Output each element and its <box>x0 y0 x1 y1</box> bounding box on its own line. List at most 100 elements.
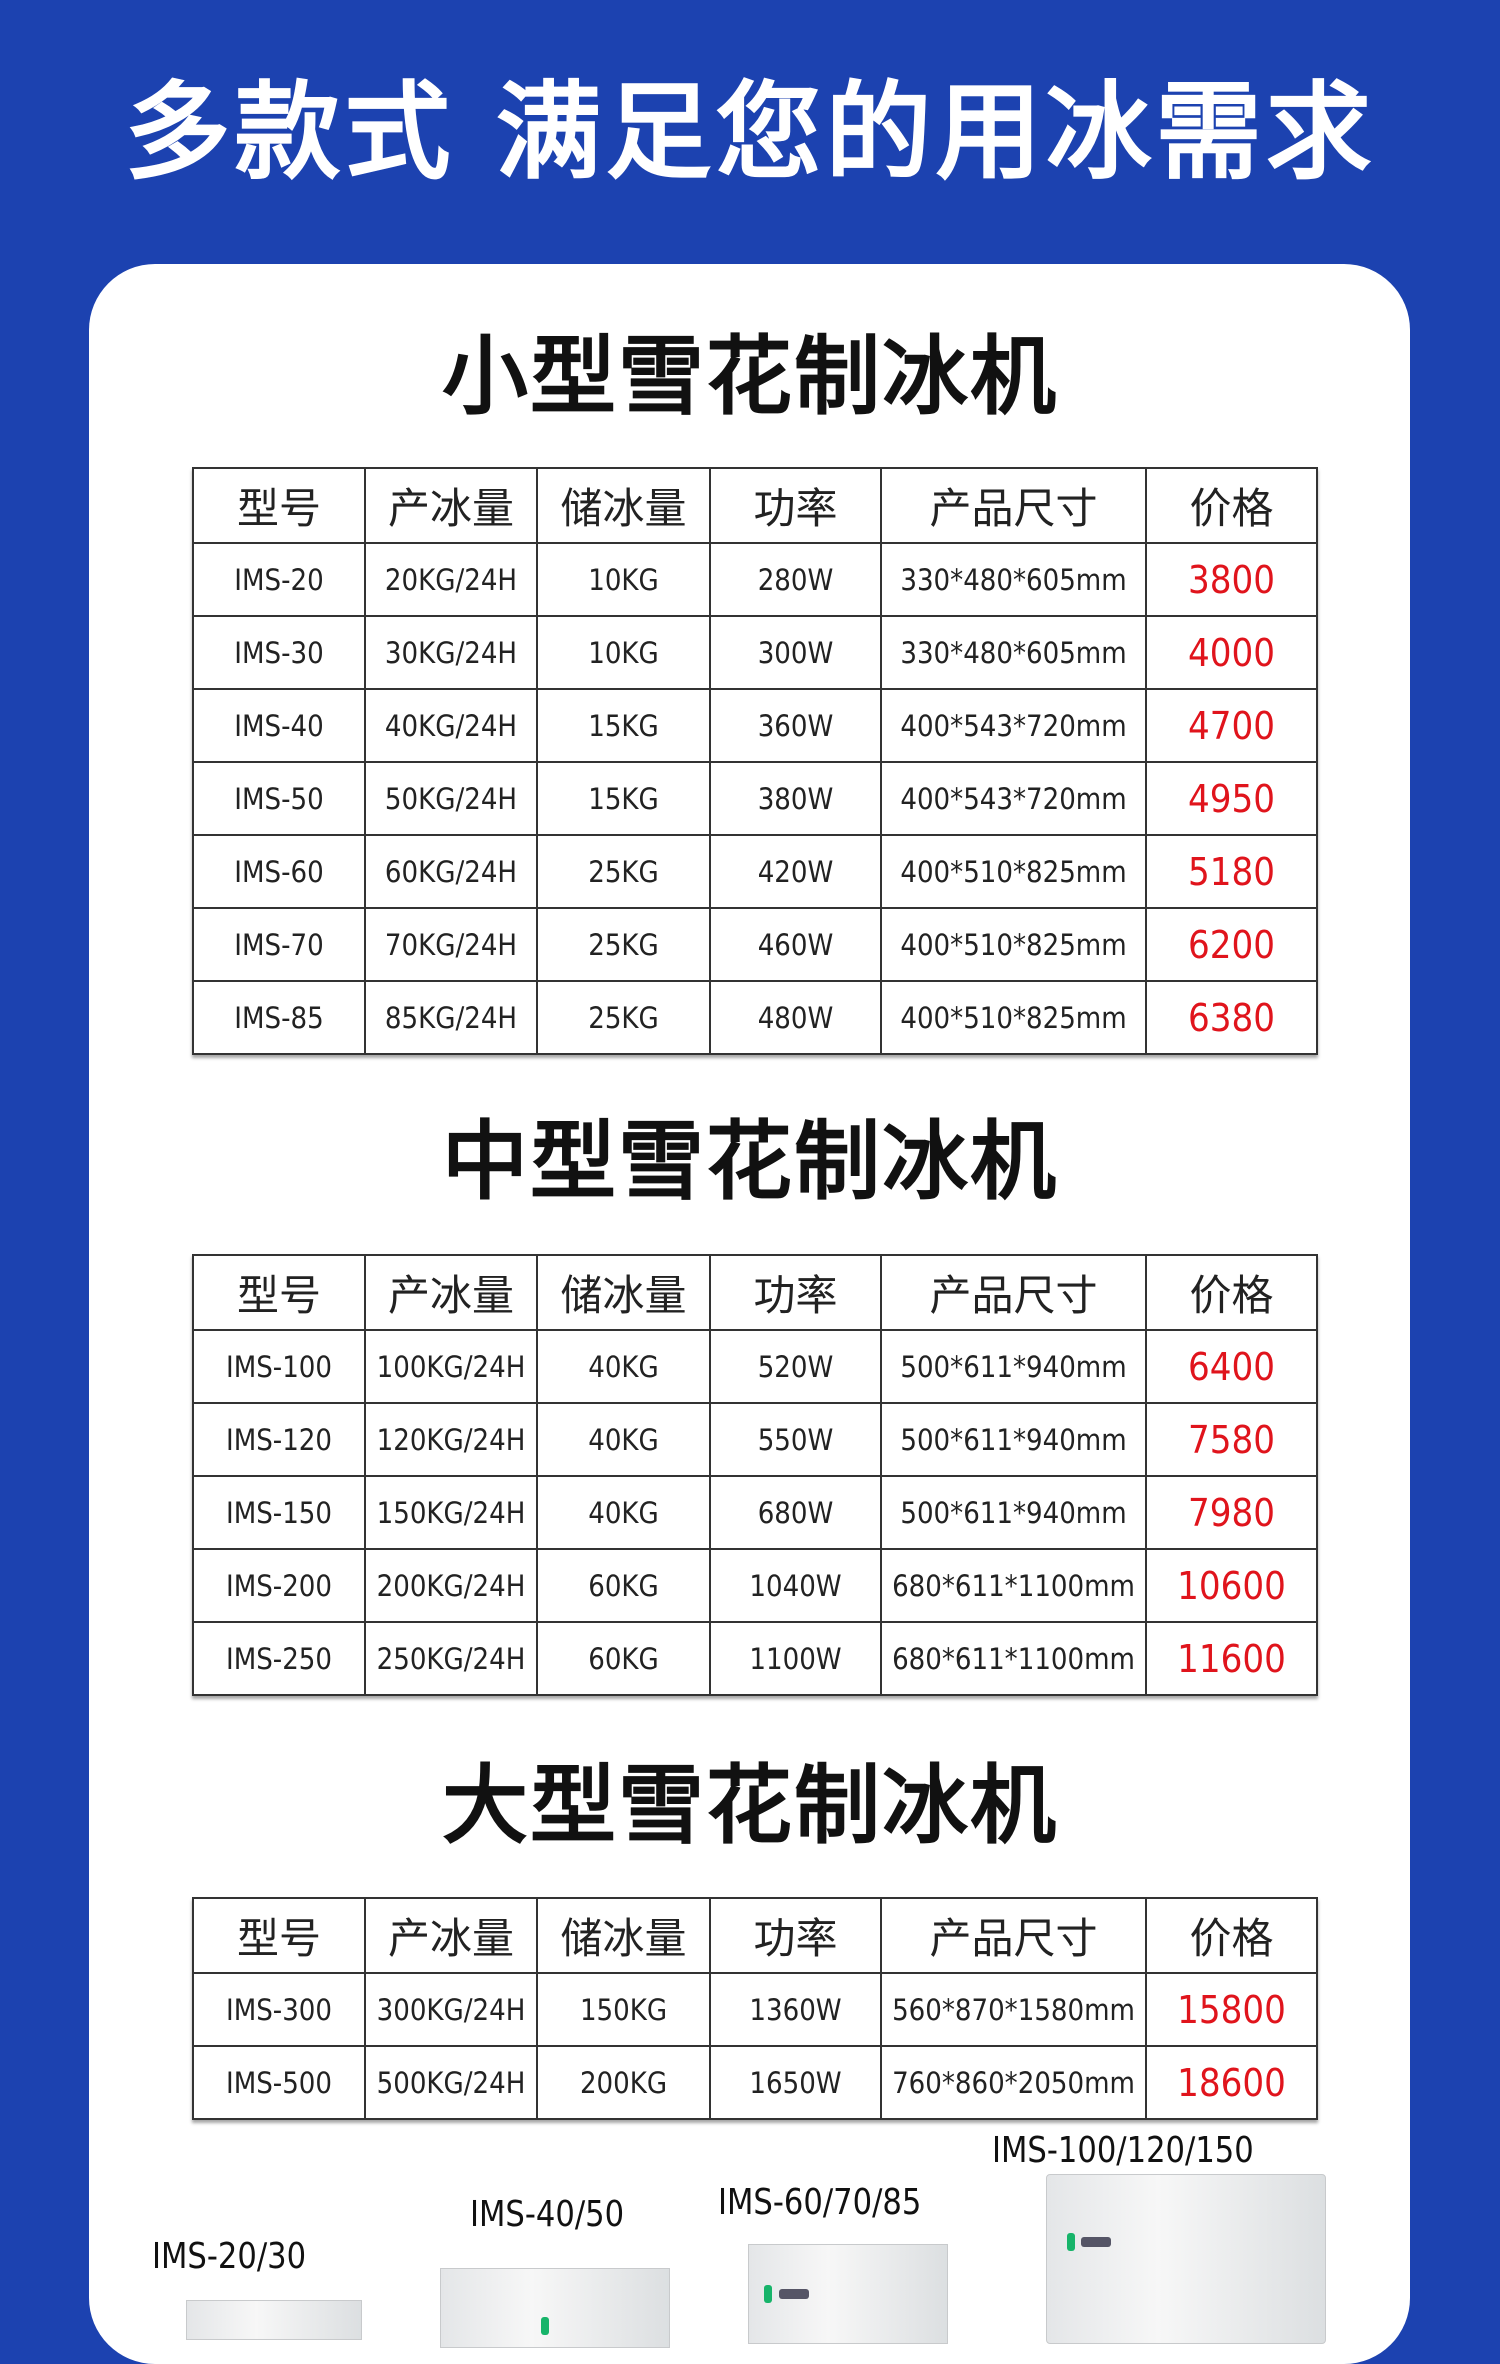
section-title-small: 小型雪花制冰机 <box>442 327 1058 427</box>
cell-model: IMS-20 <box>192 542 366 617</box>
cell-price: 11600 <box>1145 1621 1318 1696</box>
product-label-100-120-150: IMS-100/120/150 <box>992 2130 1254 2171</box>
cell-dimensions: 500*611*940mm <box>880 1329 1147 1404</box>
cell-model: IMS-60 <box>192 834 366 909</box>
cell-power: 520W <box>709 1329 882 1404</box>
cell-power: 360W <box>709 688 882 763</box>
headline: 多款式 满足您的用冰需求 <box>124 71 1376 194</box>
table-row: IMS-30 30KG/24H 10KG 300W 330*480*605mm 4000 <box>192 615 1318 690</box>
cell-power: 480W <box>709 980 882 1055</box>
cell-model: IMS-30 <box>192 615 366 690</box>
ice-machine-image-100-150 <box>1046 2174 1326 2344</box>
table-header-row: 型号 产冰量 储冰量 功率 产品尺寸 价格 <box>192 1897 1318 1974</box>
cell-ice-output: 20KG/24H <box>364 542 538 617</box>
cell-power: 460W <box>709 907 882 982</box>
header-ice-storage: 储冰量 <box>536 467 711 544</box>
cell-ice-output: 30KG/24H <box>364 615 538 690</box>
ice-machine-image-40-50 <box>440 2268 670 2348</box>
cell-ice-output: 500KG/24H <box>364 2045 538 2120</box>
ice-machine-image-60-85 <box>748 2244 948 2344</box>
cell-model: IMS-250 <box>192 1621 366 1696</box>
product-label-20-30: IMS-20/30 <box>152 2236 307 2277</box>
header-dimensions: 产品尺寸 <box>880 467 1147 544</box>
cell-dimensions: 400*543*720mm <box>880 688 1147 763</box>
cell-model: IMS-200 <box>192 1548 366 1623</box>
cell-power: 280W <box>709 542 882 617</box>
cell-dimensions: 400*510*825mm <box>880 907 1147 982</box>
cell-price: 3800 <box>1145 542 1318 617</box>
cell-ice-storage: 10KG <box>536 615 711 690</box>
cell-price: 7580 <box>1145 1402 1318 1477</box>
table-row: IMS-40 40KG/24H 15KG 360W 400*543*720mm 4700 <box>192 688 1318 763</box>
table-row: IMS-100 100KG/24H 40KG 520W 500*611*940mm 640… <box>192 1329 1318 1404</box>
header-ice-storage: 储冰量 <box>536 1254 711 1331</box>
cell-power: 1360W <box>709 1972 882 2047</box>
cell-price: 10600 <box>1145 1548 1318 1623</box>
cell-model: IMS-100 <box>192 1329 366 1404</box>
header-price: 价格 <box>1145 467 1318 544</box>
cell-power: 300W <box>709 615 882 690</box>
cell-ice-storage: 150KG <box>536 1972 711 2047</box>
header-power: 功率 <box>709 467 882 544</box>
cell-ice-output: 40KG/24H <box>364 688 538 763</box>
cell-model: IMS-40 <box>192 688 366 763</box>
cell-price: 5180 <box>1145 834 1318 909</box>
cell-model: IMS-85 <box>192 980 366 1055</box>
table-row: IMS-50 50KG/24H 15KG 380W 400*543*720mm 4950 <box>192 761 1318 836</box>
cell-ice-output: 150KG/24H <box>364 1475 538 1550</box>
cell-ice-storage: 40KG <box>536 1402 711 1477</box>
table-row: IMS-150 150KG/24H 40KG 680W 500*611*940mm 798… <box>192 1475 1318 1550</box>
header-ice-output: 产冰量 <box>364 1897 538 1974</box>
header-dimensions: 产品尺寸 <box>880 1897 1147 1974</box>
cell-ice-output: 300KG/24H <box>364 1972 538 2047</box>
header-model: 型号 <box>192 467 366 544</box>
header-model: 型号 <box>192 1897 366 1974</box>
cell-dimensions: 330*480*605mm <box>880 615 1147 690</box>
cell-ice-output: 250KG/24H <box>364 1621 538 1696</box>
header-ice-storage: 储冰量 <box>536 1897 711 1974</box>
table-row: IMS-250 250KG/24H 60KG 1100W 680*611*1100mm 1… <box>192 1621 1318 1696</box>
cell-ice-output: 100KG/24H <box>364 1329 538 1404</box>
header-ice-output: 产冰量 <box>364 467 538 544</box>
cell-ice-storage: 60KG <box>536 1621 711 1696</box>
cell-dimensions: 330*480*605mm <box>880 542 1147 617</box>
header-price: 价格 <box>1145 1897 1318 1974</box>
cell-model: IMS-500 <box>192 2045 366 2120</box>
cell-power: 1100W <box>709 1621 882 1696</box>
cell-ice-output: 85KG/24H <box>364 980 538 1055</box>
table-row: IMS-70 70KG/24H 25KG 460W 400*510*825mm 6200 <box>192 907 1318 982</box>
table-row: IMS-85 85KG/24H 25KG 480W 400*510*825mm 6380 <box>192 980 1318 1055</box>
product-label-40-50: IMS-40/50 <box>470 2194 625 2235</box>
product-label-60-70-85: IMS-60/70/85 <box>718 2182 922 2223</box>
cell-ice-storage: 60KG <box>536 1548 711 1623</box>
spec-table-large: 型号 产冰量 储冰量 功率 产品尺寸 价格 IMS-300 300KG/24H 150KG 136… <box>192 1897 1318 2120</box>
cell-ice-output: 50KG/24H <box>364 761 538 836</box>
cell-model: IMS-300 <box>192 1972 366 2047</box>
cell-price: 4700 <box>1145 688 1318 763</box>
cell-ice-storage: 25KG <box>536 834 711 909</box>
cell-dimensions: 400*510*825mm <box>880 980 1147 1055</box>
cell-model: IMS-70 <box>192 907 366 982</box>
cell-dimensions: 500*611*940mm <box>880 1402 1147 1477</box>
cell-ice-storage: 15KG <box>536 761 711 836</box>
cell-ice-storage: 15KG <box>536 688 711 763</box>
table-row: IMS-60 60KG/24H 25KG 420W 400*510*825mm 5180 <box>192 834 1318 909</box>
table-header-row: 型号 产冰量 储冰量 功率 产品尺寸 价格 <box>192 1254 1318 1331</box>
cell-dimensions: 680*611*1100mm <box>880 1621 1147 1696</box>
cell-model: IMS-150 <box>192 1475 366 1550</box>
cell-price: 15800 <box>1145 1972 1318 2047</box>
cell-price: 6380 <box>1145 980 1318 1055</box>
table-row: IMS-20 20KG/24H 10KG 280W 330*480*605mm 3800 <box>192 542 1318 617</box>
cell-ice-storage: 25KG <box>536 907 711 982</box>
cell-model: IMS-120 <box>192 1402 366 1477</box>
cell-ice-output: 60KG/24H <box>364 834 538 909</box>
cell-price: 4950 <box>1145 761 1318 836</box>
cell-ice-output: 120KG/24H <box>364 1402 538 1477</box>
ice-machine-image-small <box>186 2300 362 2340</box>
table-row: IMS-300 300KG/24H 150KG 1360W 560*870*1580mm… <box>192 1972 1318 2047</box>
cell-ice-output: 200KG/24H <box>364 1548 538 1623</box>
cell-ice-output: 70KG/24H <box>364 907 538 982</box>
cell-price: 7980 <box>1145 1475 1318 1550</box>
header-dimensions: 产品尺寸 <box>880 1254 1147 1331</box>
cell-price: 6200 <box>1145 907 1318 982</box>
